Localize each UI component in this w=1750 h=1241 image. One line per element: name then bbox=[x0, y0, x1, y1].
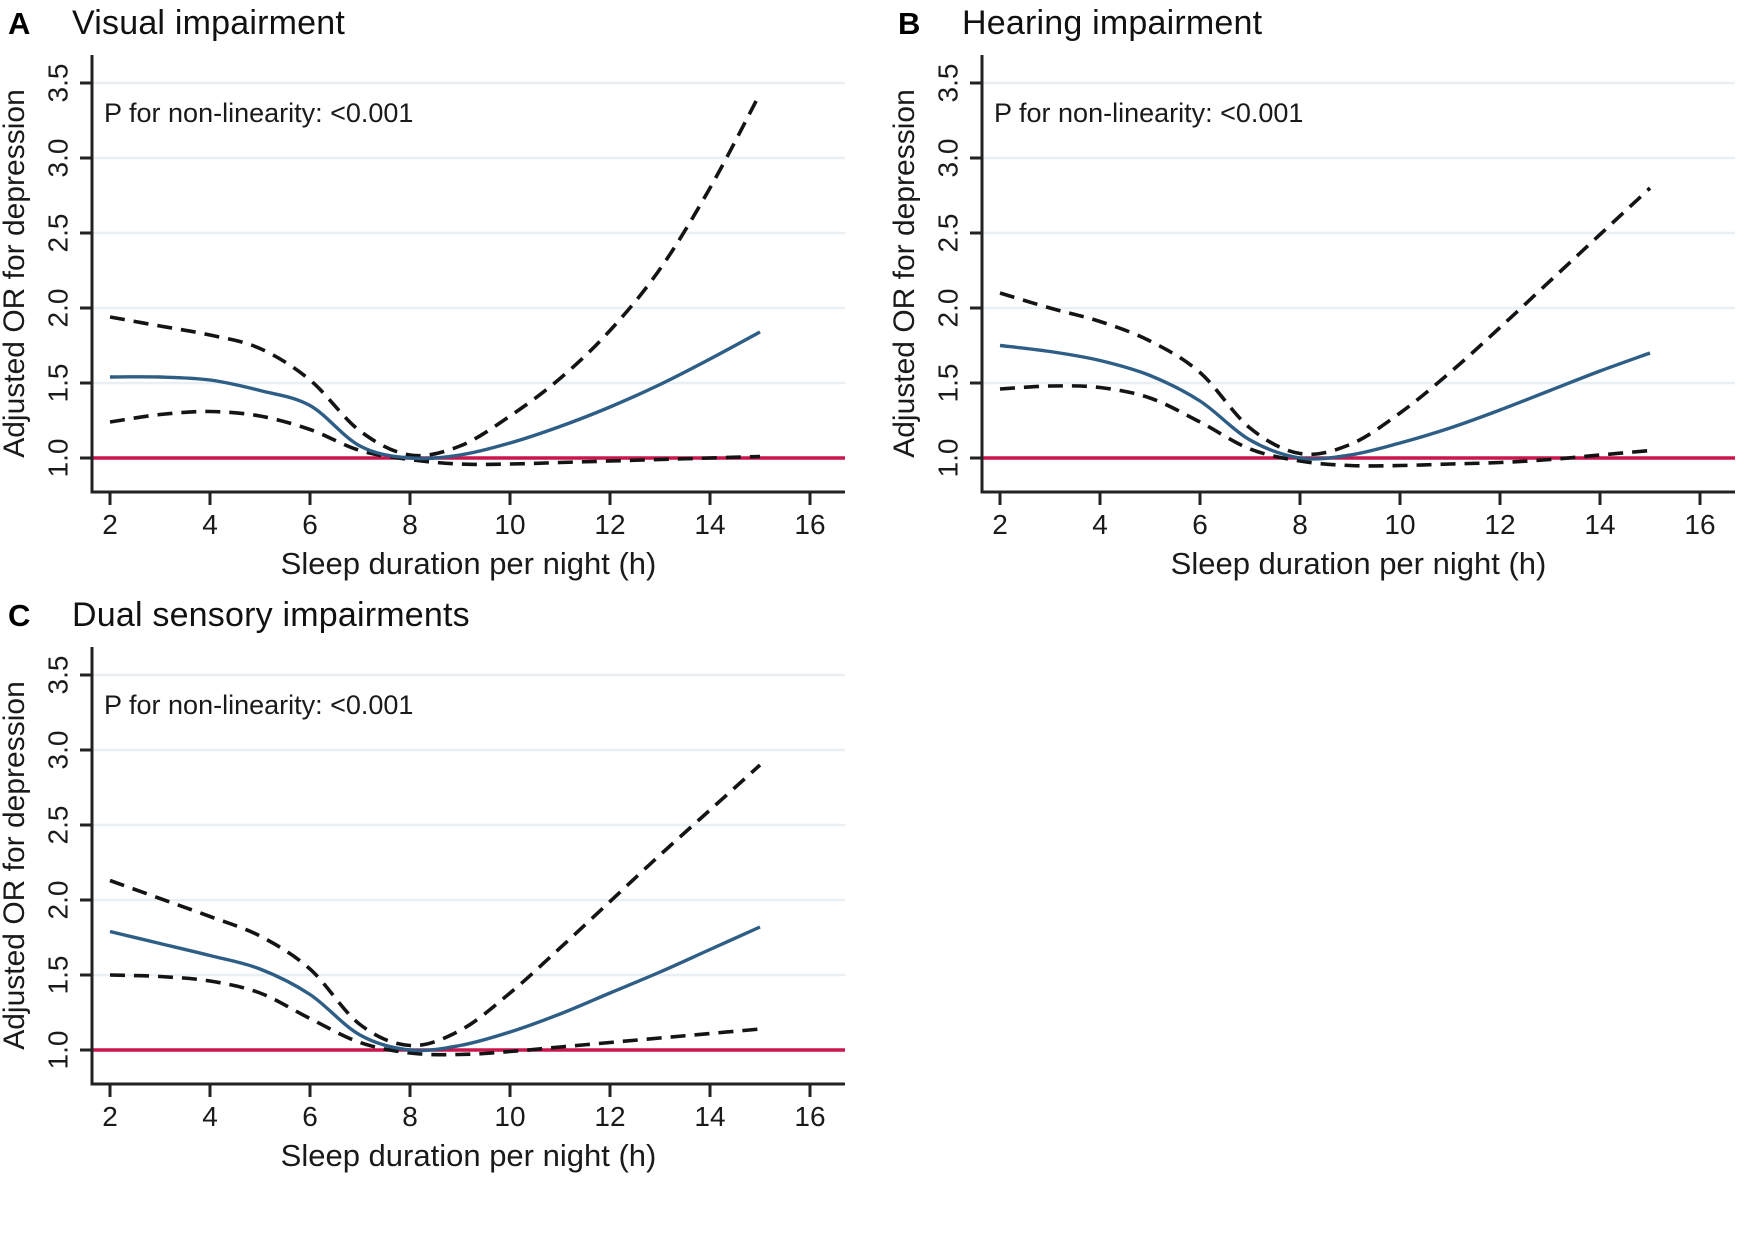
x-axis-tick-label: 10 bbox=[1384, 509, 1415, 540]
y-axis-tick-label: 3.5 bbox=[42, 656, 73, 695]
or-curve bbox=[109, 330, 761, 461]
panel-dual-sensory-impairments: C Dual sensory impairments 1.0 1.5 2.0 2.5 3… bbox=[0, 592, 875, 1177]
x-axis-tick-label: 2 bbox=[102, 509, 118, 540]
spline-plot-dual-sensory-impairments: 1.0 1.5 2.0 2.5 3.0 3.5 2 4 6 8 10 12 14 16 Adjusted O… bbox=[0, 647, 845, 1173]
y-axis-tick-label: 1.0 bbox=[42, 439, 73, 478]
y-axis-tick-label: 3.5 bbox=[42, 64, 73, 103]
x-axis-tick-label: 12 bbox=[594, 509, 625, 540]
x-axis-tick-label: 6 bbox=[1192, 509, 1208, 540]
panel-label-b: B bbox=[898, 6, 921, 41]
spline-plot-hearing-impairment: 1.0 1.5 2.0 2.5 3.0 3.5 2 4 6 8 10 12 14 16 Adjusted O… bbox=[890, 55, 1735, 581]
x-axis-tick-label: 4 bbox=[1092, 509, 1108, 540]
x-axis-tick-label: 12 bbox=[1484, 509, 1515, 540]
y-axis-tick-label: 2.5 bbox=[932, 214, 963, 253]
y-axis-tick-label: 2.0 bbox=[42, 881, 73, 920]
panel-label-c: C bbox=[8, 598, 31, 633]
y-axis-label: Adjusted OR for depression bbox=[0, 89, 31, 458]
y-axis-tick-label: 1.0 bbox=[932, 439, 963, 478]
p-nonlinearity-annotation: P for non-linearity: <0.001 bbox=[104, 98, 413, 128]
panel-title-hearing-impairment: Hearing impairment bbox=[962, 4, 1263, 42]
x-axis-label: Sleep duration per night (h) bbox=[281, 1138, 657, 1173]
ci-lower-curve bbox=[999, 384, 1651, 468]
x-axis-label: Sleep duration per night (h) bbox=[281, 546, 657, 581]
ci-upper-curve bbox=[109, 92, 762, 458]
y-axis-label: Adjusted OR for depression bbox=[890, 89, 921, 458]
x-axis-tick-label: 4 bbox=[202, 1101, 218, 1132]
spline-plot-visual-impairment: 1.0 1.5 2.0 2.5 3.0 3.5 2 4 6 8 10 12 14 16 Adjusted O… bbox=[0, 55, 845, 581]
x-axis-tick-label: 12 bbox=[594, 1101, 625, 1132]
y-axis-tick-label: 2.5 bbox=[42, 806, 73, 845]
x-axis-label: Sleep duration per night (h) bbox=[1171, 546, 1547, 581]
x-axis-tick-label: 8 bbox=[402, 509, 418, 540]
y-axis-tick-label: 2.0 bbox=[42, 289, 73, 328]
y-axis-tick-label: 3.0 bbox=[42, 731, 73, 770]
y-axis-tick-label: 2.0 bbox=[932, 289, 963, 328]
panel-label-a: A bbox=[8, 6, 31, 41]
or-curve bbox=[999, 343, 1651, 461]
y-axis-tick-label: 1.5 bbox=[42, 956, 73, 995]
x-axis-tick-label: 6 bbox=[302, 1101, 318, 1132]
x-axis-tick-label: 10 bbox=[494, 1101, 525, 1132]
y-axis-label: Adjusted OR for depression bbox=[0, 681, 31, 1050]
or-curve bbox=[109, 925, 761, 1053]
y-axis-tick-label: 1.5 bbox=[932, 364, 963, 403]
p-nonlinearity-annotation: P for non-linearity: <0.001 bbox=[994, 98, 1303, 128]
x-axis-tick-label: 6 bbox=[302, 509, 318, 540]
ci-upper-curve bbox=[109, 763, 762, 1048]
p-nonlinearity-annotation: P for non-linearity: <0.001 bbox=[104, 690, 413, 720]
x-axis-tick-label: 4 bbox=[202, 509, 218, 540]
ci-upper-curve bbox=[999, 186, 1652, 457]
x-axis-tick-label: 16 bbox=[794, 509, 825, 540]
x-axis-tick-label: 2 bbox=[992, 509, 1008, 540]
y-axis-tick-label: 1.0 bbox=[42, 1031, 73, 1070]
panel-title-dual-sensory-impairments: Dual sensory impairments bbox=[72, 596, 470, 634]
y-axis-tick-label: 1.5 bbox=[42, 364, 73, 403]
y-axis-tick-label: 2.5 bbox=[42, 214, 73, 253]
y-axis-tick-label: 3.5 bbox=[932, 64, 963, 103]
x-axis-tick-label: 14 bbox=[1584, 509, 1615, 540]
x-axis-tick-label: 16 bbox=[794, 1101, 825, 1132]
panel-title-visual-impairment: Visual impairment bbox=[72, 4, 345, 42]
y-axis-tick-label: 3.0 bbox=[42, 139, 73, 178]
x-axis-tick-label: 14 bbox=[694, 1101, 725, 1132]
x-axis-tick-label: 16 bbox=[1684, 509, 1715, 540]
x-axis-tick-label: 14 bbox=[694, 509, 725, 540]
x-axis-tick-label: 8 bbox=[1292, 509, 1308, 540]
ci-lower-curve bbox=[109, 973, 761, 1057]
x-axis-tick-label: 10 bbox=[494, 509, 525, 540]
panel-hearing-impairment: B Hearing impairment 1.0 1.5 2.0 2.5 3.0 3.5 2… bbox=[890, 0, 1750, 585]
ci-lower-curve bbox=[109, 409, 761, 467]
y-axis-tick-label: 3.0 bbox=[932, 139, 963, 178]
x-axis-tick-label: 2 bbox=[102, 1101, 118, 1132]
x-axis-tick-label: 8 bbox=[402, 1101, 418, 1132]
panel-visual-impairment: A Visual impairment 1.0 1.5 2.0 2.5 3.0 3.5 2 4… bbox=[0, 0, 875, 585]
